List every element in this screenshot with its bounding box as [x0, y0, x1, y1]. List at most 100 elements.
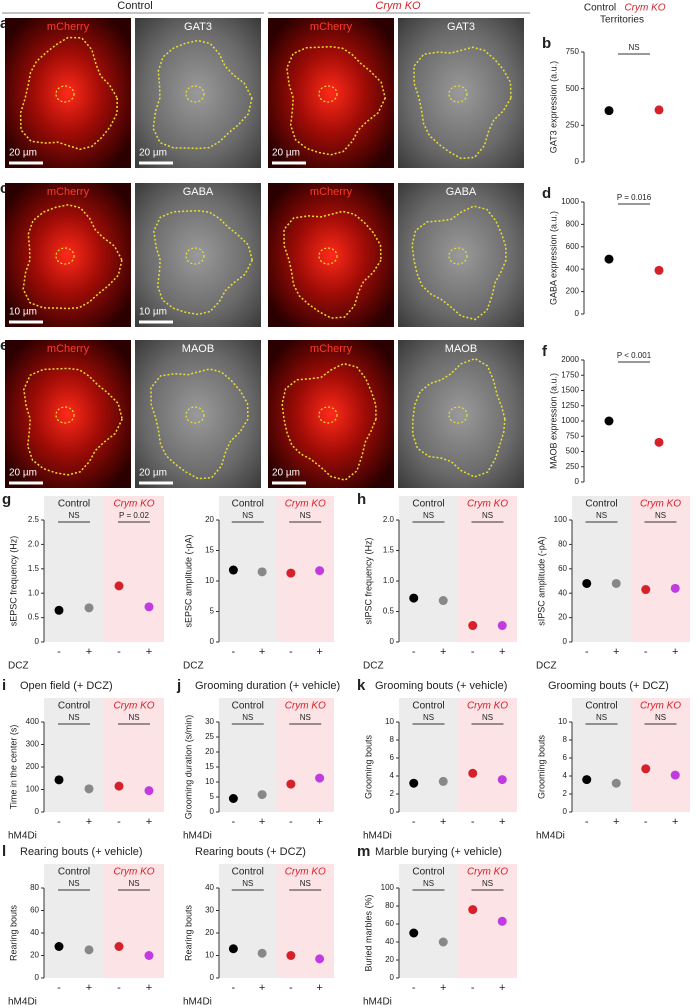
- x-tick-label: +: [86, 646, 92, 658]
- y-tick-label: 0: [563, 807, 568, 816]
- image-label: GAT3: [184, 21, 212, 33]
- x-tick-label: -: [412, 646, 416, 658]
- panel-letter: k: [357, 677, 366, 694]
- mean-dot: [84, 603, 94, 613]
- micrograph: [268, 183, 394, 327]
- mean-dot: [409, 593, 419, 603]
- header-control: Control: [117, 0, 152, 12]
- annotation: NS: [423, 713, 434, 722]
- y-tick-label: 1500: [561, 386, 579, 395]
- x-tick-label: -: [232, 646, 236, 658]
- y-tick-label: 0: [390, 973, 395, 982]
- scale-label: 20 µm: [139, 468, 167, 479]
- group-label: Control: [585, 499, 617, 510]
- image-label: GAT3: [447, 21, 475, 33]
- annotation: NS: [68, 511, 79, 520]
- annotation: NS: [482, 511, 493, 520]
- panel-letter: h: [357, 491, 366, 508]
- y-tick-label: 2.0: [28, 540, 40, 549]
- chart-title: Grooming bouts (+ DCZ): [548, 680, 669, 692]
- y-tick-label: 15: [205, 762, 214, 771]
- soma-outline: [185, 247, 205, 265]
- y-tick-label: 0: [35, 637, 40, 646]
- image-label: mCherry: [47, 21, 90, 33]
- annotation: P = 0.016: [617, 193, 652, 202]
- panel-letter: c: [0, 180, 8, 197]
- y-tick-label: 300: [26, 740, 40, 749]
- x-tick-label: -: [232, 816, 236, 828]
- micrograph: [268, 340, 394, 488]
- mean-dot: [654, 437, 664, 447]
- mean-dot: [54, 775, 64, 785]
- group-label: Crym KO: [113, 499, 154, 510]
- group-label: Control: [412, 701, 444, 712]
- x-tick-label: +: [259, 646, 265, 658]
- y-tick-label: 60: [30, 906, 39, 915]
- group-label: Control: [585, 701, 617, 712]
- y-tick-label: 10: [205, 951, 214, 960]
- micrograph: [135, 340, 261, 488]
- micrograph: [5, 18, 131, 168]
- x-axis-label: DCZ: [363, 661, 384, 672]
- image-label: mCherry: [310, 343, 353, 355]
- annotation: NS: [655, 713, 666, 722]
- y-tick-label: 40: [205, 883, 214, 892]
- x-tick-label: +: [316, 646, 322, 658]
- x-tick-label: -: [471, 646, 475, 658]
- group-label: Control: [58, 701, 90, 712]
- annotation: NS: [242, 713, 253, 722]
- x-tick-label: -: [289, 646, 293, 658]
- control-shade: [44, 698, 104, 812]
- x-tick-label: +: [316, 816, 322, 828]
- y-tick-label: 30: [205, 717, 214, 726]
- territory-outline: [153, 209, 253, 316]
- x-axis-label: hM4Di: [8, 997, 37, 1008]
- y-tick-label: 0: [35, 807, 40, 816]
- y-axis-label: GABA expression (a.u.): [548, 211, 558, 305]
- control-shade: [399, 698, 458, 812]
- x-tick-label: -: [117, 646, 121, 658]
- group-label: Control: [412, 499, 444, 510]
- mean-dot: [438, 937, 448, 947]
- image-label: mCherry: [310, 186, 353, 198]
- y-tick-label: 0: [575, 157, 580, 166]
- mean-dot: [315, 566, 325, 576]
- y-tick-label: 10: [385, 717, 394, 726]
- panel-letter: b: [542, 35, 551, 52]
- mean-dot: [497, 621, 507, 631]
- y-tick-label: 40: [30, 928, 39, 937]
- y-tick-label: 20: [30, 951, 39, 960]
- x-tick-label: +: [86, 982, 92, 994]
- control-shade: [219, 864, 277, 978]
- y-tick-label: 4: [390, 771, 395, 780]
- annotation: NS: [423, 879, 434, 888]
- scale-label: 10 µm: [139, 307, 167, 318]
- ko-shade: [631, 496, 690, 642]
- x-tick-label: -: [585, 646, 589, 658]
- y-tick-label: 0: [210, 973, 215, 982]
- x-tick-label: +: [440, 816, 446, 828]
- image-label: mCherry: [47, 343, 90, 355]
- soma-outline: [448, 406, 468, 424]
- mean-dot: [654, 265, 664, 275]
- y-tick-label: 20: [205, 747, 214, 756]
- y-tick-label: 30: [205, 906, 214, 915]
- annotation: NS: [68, 879, 79, 888]
- y-tick-label: 1750: [561, 370, 579, 379]
- mean-dot: [468, 905, 478, 915]
- mean-dot: [144, 602, 154, 612]
- control-shade: [572, 496, 631, 642]
- mean-dot: [257, 790, 267, 800]
- control-shade: [399, 864, 458, 978]
- y-tick-label: 1250: [561, 401, 579, 410]
- x-axis-label: hM4Di: [536, 831, 565, 842]
- y-tick-label: 25: [205, 732, 214, 741]
- image-label: GABA: [446, 186, 477, 198]
- x-axis-label: hM4Di: [183, 831, 212, 842]
- panel-letter: e: [0, 337, 8, 354]
- micrograph: [268, 18, 394, 168]
- ko-shade: [104, 864, 164, 978]
- y-axis-label: sIPSC amplitude (-pA): [536, 536, 546, 626]
- annotation: P < 0.001: [617, 351, 652, 360]
- y-axis-label: MAOB expression (a.u.): [548, 373, 558, 469]
